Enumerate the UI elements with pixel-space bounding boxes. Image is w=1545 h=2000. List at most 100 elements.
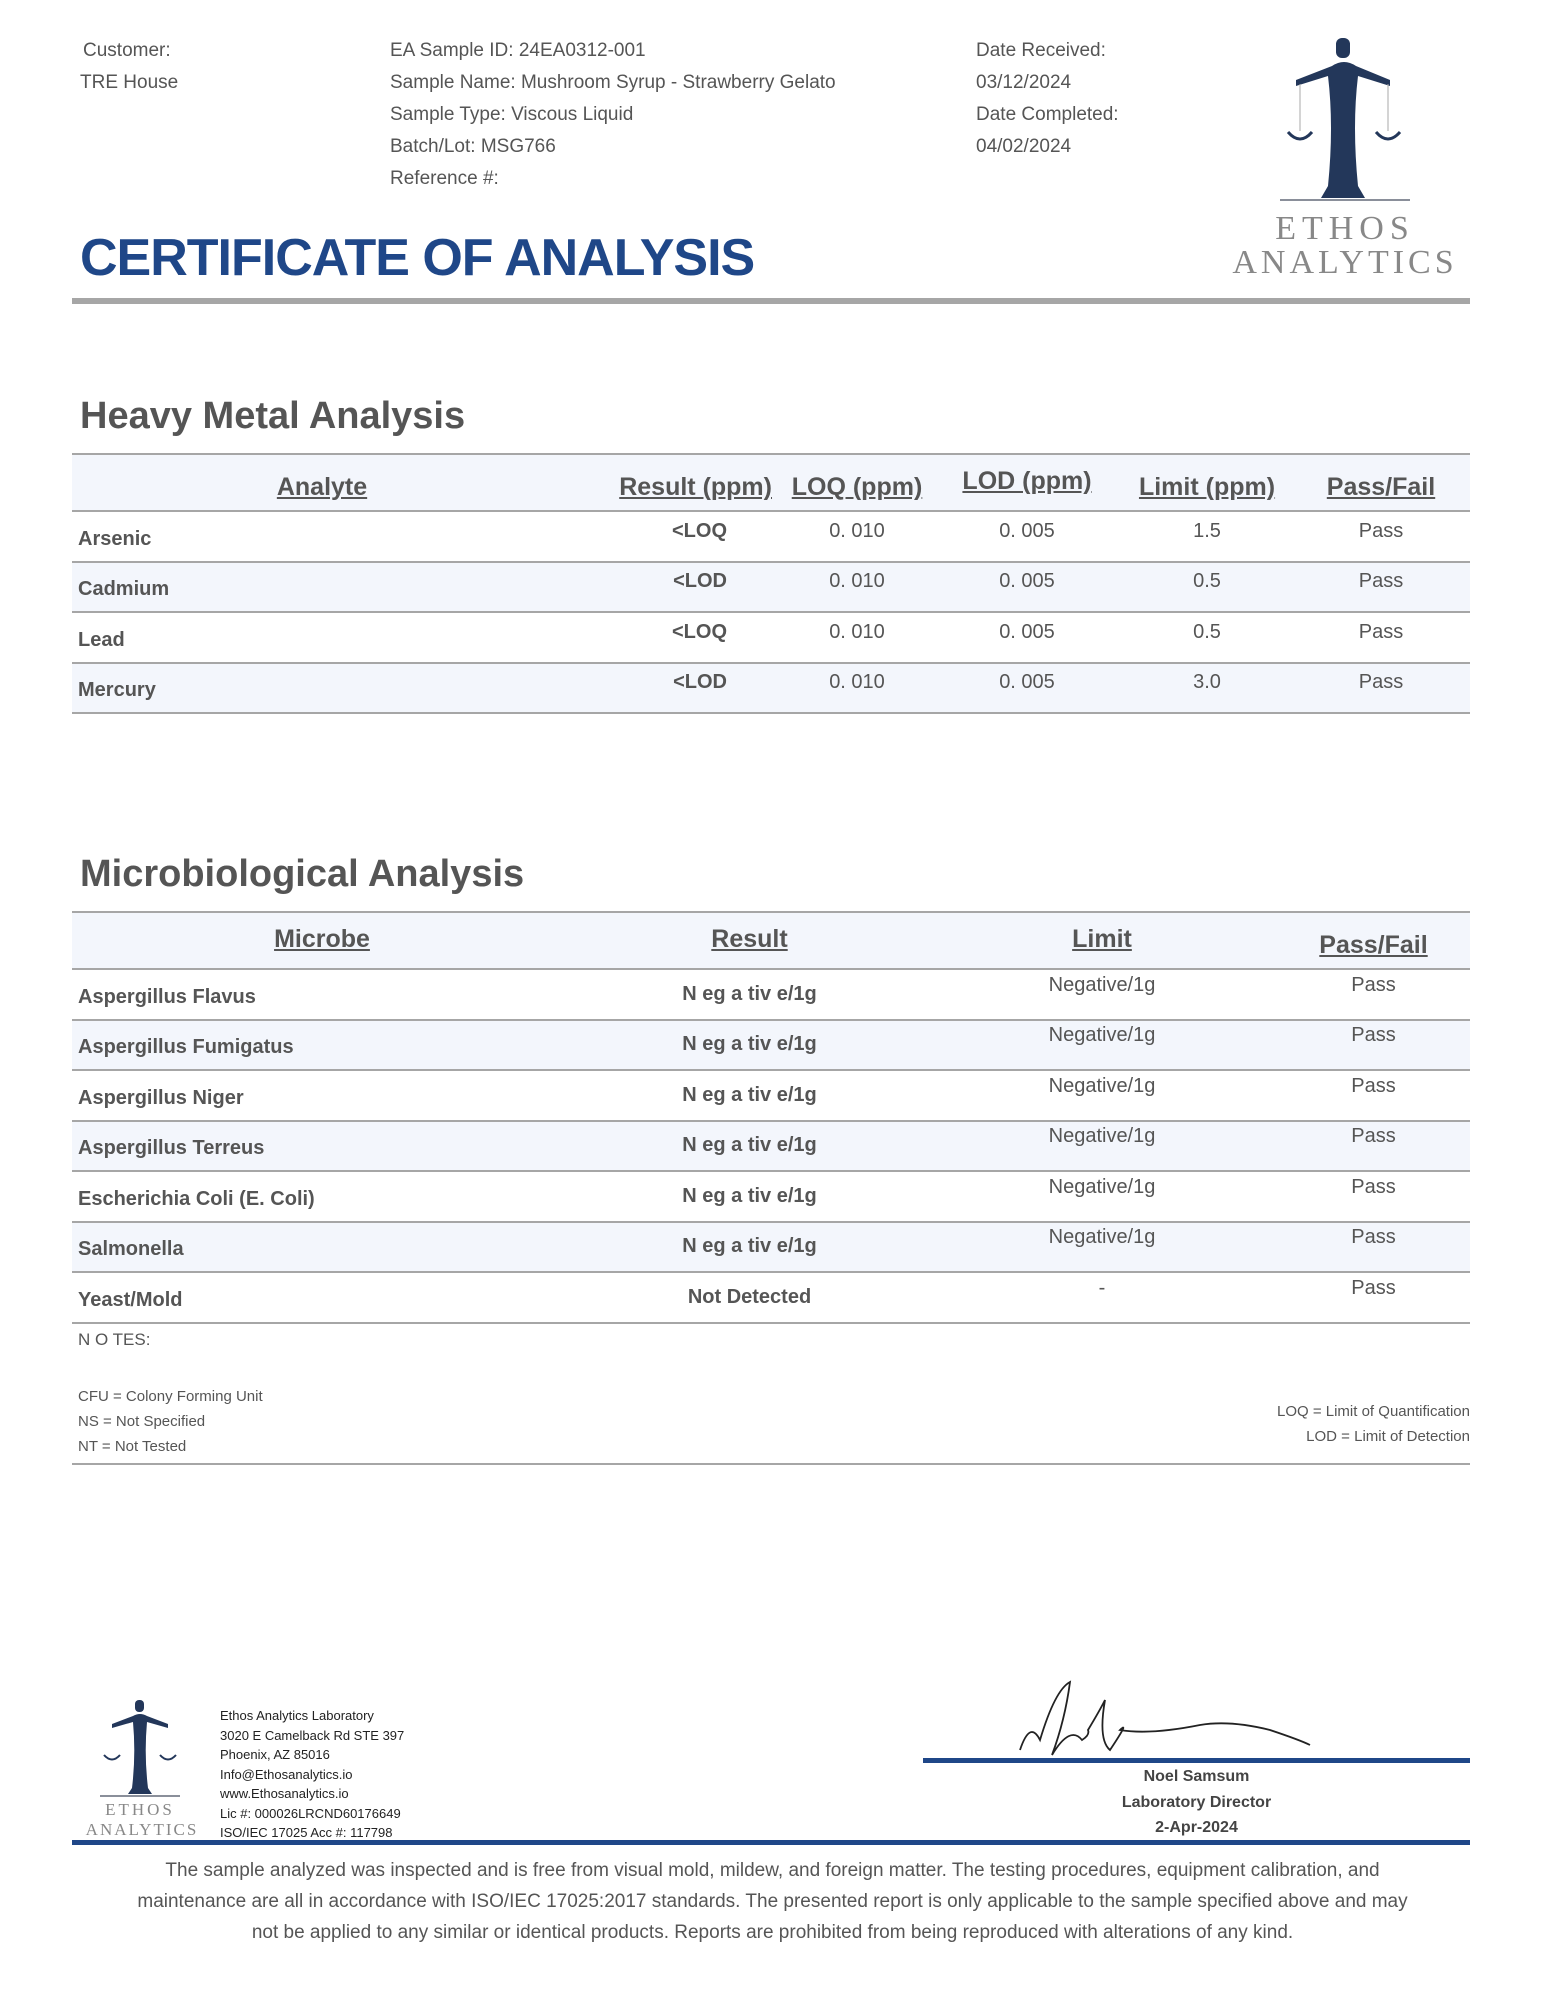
- disclaimer: The sample analyzed was inspected and is…: [0, 1855, 1545, 1948]
- col-header: Analyte: [72, 454, 572, 511]
- value-cell: Negative/1g: [927, 1170, 1277, 1222]
- signer-title: Laboratory Director: [1121, 1793, 1272, 1811]
- value-cell: 0. 010: [782, 611, 932, 663]
- note-loq: LOQ = Limit of Quantification: [1276, 1403, 1470, 1420]
- note-ns: NS = Not Specified: [78, 1413, 206, 1430]
- page-title: CERTIFICATE OF ANALYSIS: [80, 229, 755, 287]
- footer-logo-icon: [100, 1700, 180, 1800]
- name-cell: Aspergillus Niger: [72, 1069, 572, 1121]
- name-cell: Arsenic: [72, 510, 572, 562]
- table-header: Microbe Result Limit Pass/Fail: [72, 912, 1470, 969]
- col-header: Result (ppm): [572, 454, 782, 511]
- name-cell: Aspergillus Terreus: [72, 1119, 572, 1171]
- customer-label: Customer:: [83, 40, 171, 61]
- value-cell: 0.5: [1122, 560, 1292, 612]
- result-cell: <LOQ: [572, 611, 782, 663]
- value-cell: Negative/1g: [927, 1018, 1277, 1070]
- name-cell: Lead: [72, 611, 572, 663]
- customer-value: TRE House: [80, 72, 179, 93]
- result-cell: N eg a tiv e/1g: [572, 1119, 927, 1171]
- result-cell: N eg a tiv e/1g: [572, 1170, 927, 1222]
- table-row: Cadmium <LOD 0. 010 0. 005 0.5 Pass: [72, 560, 1470, 612]
- lab-address: Ethos Analytics Laboratory 3020 E Camelb…: [220, 1706, 404, 1843]
- value-cell: Negative/1g: [927, 968, 1277, 1020]
- signer-name: Noel Samsum: [1143, 1768, 1250, 1785]
- name-cell: Aspergillus Fumigatus: [72, 1018, 572, 1070]
- table-row: Salmonella N eg a tiv e/1g Negative/1g Pass: [72, 1220, 1470, 1272]
- value-cell: Negative/1g: [927, 1119, 1277, 1171]
- value-cell: Pass: [1292, 560, 1470, 612]
- footer-logo-analytics: ANALYTICS: [85, 1820, 199, 1839]
- value-cell: 0. 005: [932, 661, 1122, 713]
- table-row: Yeast/Mold Not Detected - Pass: [72, 1271, 1470, 1323]
- col-header: Microbe: [72, 912, 572, 969]
- lab-website: www.Ethosanalytics.io: [220, 1786, 349, 1801]
- value-cell: 1.5: [1122, 510, 1292, 562]
- ethos-logo-icon: [1260, 36, 1430, 206]
- table-row: Escherichia Coli (E. Coli) N eg a tiv e/1…: [72, 1170, 1470, 1222]
- note-cfu: CFU = Colony Forming Unit: [78, 1388, 263, 1405]
- signature-line: [923, 1758, 1470, 1763]
- disclaimer-line: maintenance are all in accordance with I…: [137, 1891, 1408, 1912]
- note-nt: NT = Not Tested: [78, 1438, 187, 1455]
- sample-name: Sample Name: Mushroom Syrup - Strawberry…: [390, 72, 836, 93]
- header-divider: [72, 298, 1470, 304]
- disclaimer-line: The sample analyzed was inspected and is…: [165, 1860, 1380, 1881]
- value-cell: Pass: [1277, 1018, 1470, 1070]
- batch-lot: Batch/Lot: MSG766: [390, 136, 556, 157]
- name-cell: Mercury: [72, 661, 572, 713]
- value-cell: Pass: [1277, 1170, 1470, 1222]
- footer-divider: [72, 1840, 1470, 1845]
- date-completed: 04/02/2024: [976, 136, 1072, 157]
- table-header: Analyte Result (ppm) LOQ (ppm) LOD (ppm)…: [72, 454, 1470, 511]
- micro-heading: Microbiological Analysis: [80, 853, 525, 895]
- value-cell: Pass: [1277, 1119, 1470, 1171]
- lab-name: Ethos Analytics Laboratory: [220, 1708, 374, 1723]
- result-cell: <LOD: [572, 661, 782, 713]
- value-cell: Pass: [1277, 1271, 1470, 1323]
- col-header: Pass/Fail: [1277, 912, 1470, 969]
- result-cell: <LOQ: [572, 510, 782, 562]
- name-cell: Salmonella: [72, 1220, 572, 1272]
- value-cell: 0. 010: [782, 560, 932, 612]
- name-cell: Cadmium: [72, 560, 572, 612]
- heavy-metal-table: Analyte Result (ppm) LOQ (ppm) LOD (ppm)…: [72, 453, 1470, 714]
- lab-street: 3020 E Camelback Rd STE 397: [220, 1727, 405, 1743]
- lab-email: Info@Ethosanalytics.io: [220, 1766, 353, 1782]
- value-cell: 0. 010: [782, 661, 932, 713]
- date-received: 03/12/2024: [976, 72, 1072, 93]
- value-cell: Pass: [1277, 1220, 1470, 1272]
- value-cell: Pass: [1292, 510, 1470, 562]
- table-row: Aspergillus Fumigatus N eg a tiv e/1g Nega…: [72, 1018, 1470, 1070]
- name-cell: Escherichia Coli (E. Coli): [72, 1170, 572, 1222]
- col-header: LOQ (ppm): [782, 454, 932, 511]
- lab-iso: ISO/IEC 17025 Acc #: 117798: [220, 1825, 393, 1840]
- name-cell: Yeast/Mold: [72, 1271, 572, 1323]
- result-cell: N eg a tiv e/1g: [572, 1069, 927, 1121]
- logo-text-ethos: ETHOS: [1275, 210, 1415, 247]
- note-lod: LOD = Limit of Detection: [1306, 1428, 1470, 1445]
- value-cell: 0. 005: [932, 611, 1122, 663]
- result-cell: Not Detected: [572, 1271, 927, 1323]
- table-row: Lead <LOQ 0. 010 0. 005 0.5 Pass: [72, 611, 1470, 663]
- value-cell: 0. 005: [932, 510, 1122, 562]
- reference: Reference #:: [390, 168, 499, 189]
- lab-city: Phoenix, AZ 85016: [220, 1747, 330, 1762]
- signature-icon: [1010, 1680, 1340, 1760]
- col-header: Limit: [927, 912, 1277, 969]
- value-cell: Negative/1g: [927, 1220, 1277, 1272]
- signer-block: Noel Samsum Laboratory Director 2-Apr-20…: [923, 1764, 1470, 1841]
- footer-logo-ethos: ETHOS: [105, 1800, 175, 1819]
- sign-date: 2-Apr-2024: [1155, 1819, 1238, 1836]
- lab-license: Lic #: 000026LRCND60176649: [220, 1805, 401, 1821]
- col-header: Result: [572, 912, 927, 969]
- name-cell: Aspergillus Flavus: [72, 968, 572, 1020]
- value-cell: Pass: [1292, 661, 1470, 713]
- table-row: Aspergillus Terreus N eg a tiv e/1g Negati…: [72, 1119, 1470, 1171]
- value-cell: Pass: [1292, 611, 1470, 663]
- sample-id: EA Sample ID: 24EA0312-001: [390, 40, 646, 61]
- value-cell: 0.5: [1122, 611, 1292, 663]
- table-row: Mercury <LOD 0. 010 0. 005 3.0 Pass: [72, 661, 1470, 713]
- notes-right: LOQ = Limit of Quantification LOD = Limi…: [1277, 1399, 1470, 1449]
- result-cell: <LOD: [572, 560, 782, 612]
